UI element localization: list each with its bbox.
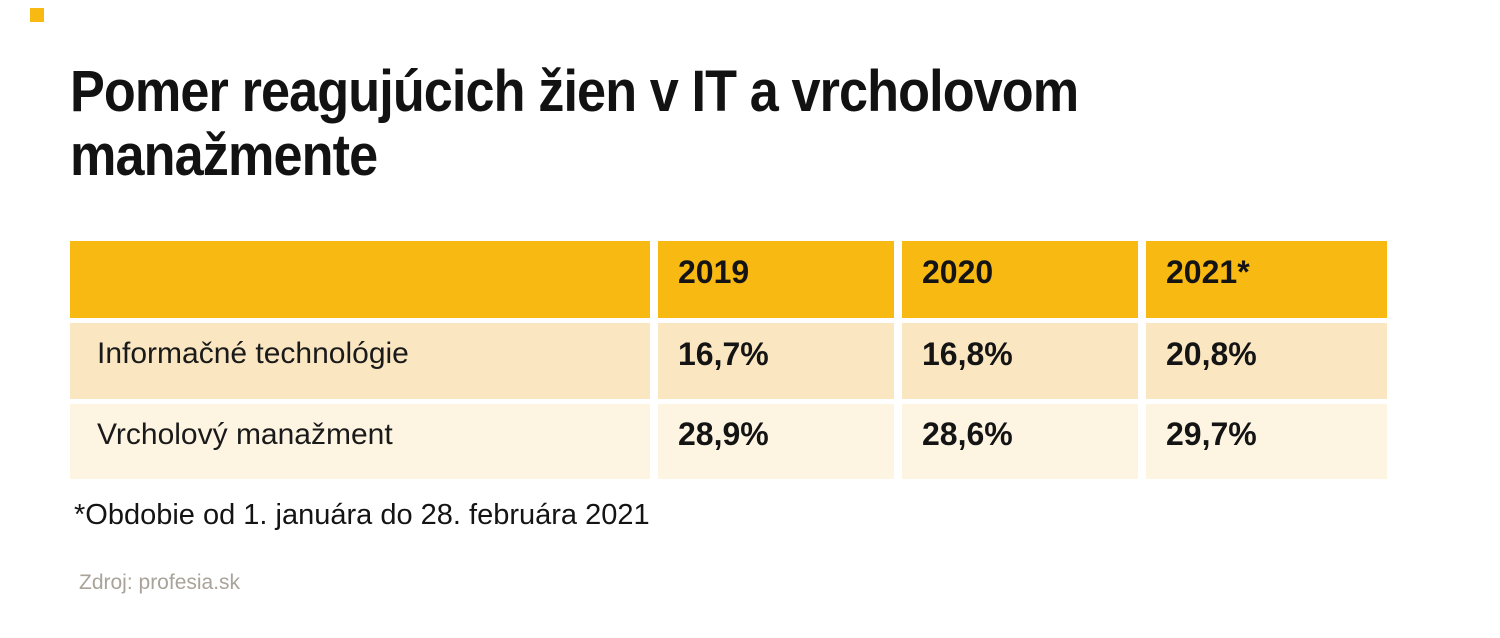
table-row-management-value-2020: 28,6% (902, 404, 1138, 479)
table-header-2021: 2021* (1146, 241, 1387, 318)
page-title: Pomer reagujúcich žien v IT a vrcholovom… (70, 60, 1330, 188)
source-credit: Zdroj: profesia.sk (79, 571, 241, 594)
table-header-2019: 2019 (658, 241, 894, 318)
table-row-it-value-2020: 16,8% (902, 323, 1138, 399)
table-row-it-value-2019: 16,7% (658, 323, 894, 399)
footnote: *Obdobie od 1. januára do 28. februára 2… (74, 499, 650, 531)
page-title-line2: manažmente (70, 123, 378, 188)
table-row-it-value-2021: 20,8% (1146, 323, 1387, 399)
page-title-line1: Pomer reagujúcich žien v IT a vrcholovom (70, 59, 1079, 124)
table-header-empty-cell (70, 241, 650, 318)
table-row-management-value-2021: 29,7% (1146, 404, 1387, 479)
table-header-2020: 2020 (902, 241, 1138, 318)
data-table: 2019 2020 2021* Informačné technológie 1… (70, 241, 1387, 479)
table-row-management-value-2019: 28,9% (658, 404, 894, 479)
table-row-management-label: Vrcholový manažment (70, 404, 650, 479)
table-row-it-label: Informačné technológie (70, 323, 650, 399)
brand-mark-icon (30, 8, 44, 22)
